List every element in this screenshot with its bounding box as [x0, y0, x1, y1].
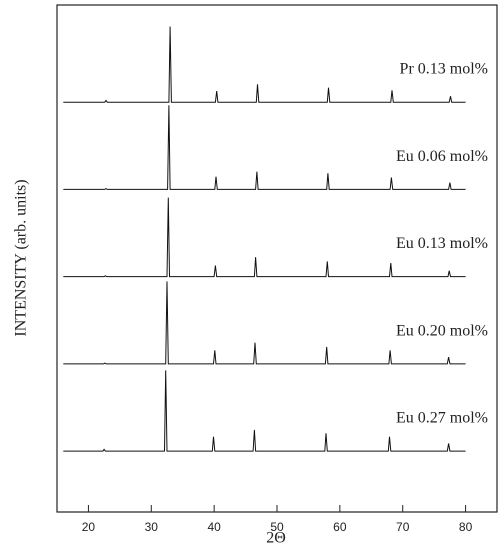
- trace-label: Pr 0.13 mol%: [400, 61, 488, 78]
- trace-label: Eu 0.27 mol%: [396, 410, 488, 427]
- x-axis-label: 2Θ: [266, 530, 286, 547]
- xrd-trace: [63, 105, 466, 190]
- x-tick-label: 60: [333, 520, 347, 534]
- x-tick-label: 20: [82, 520, 96, 534]
- trace-label: Eu 0.06 mol%: [396, 148, 488, 165]
- xrd-trace: [63, 26, 466, 103]
- y-axis-label: INTENSITY (arb. units): [13, 179, 30, 336]
- trace-label: Eu 0.20 mol%: [396, 322, 488, 339]
- x-tick-label: 70: [396, 520, 410, 534]
- xrd-trace: [63, 281, 466, 365]
- x-tick-label: 40: [207, 520, 221, 534]
- xrd-trace: [63, 370, 466, 452]
- x-tick-label: 30: [145, 520, 159, 534]
- trace-label: Eu 0.13 mol%: [396, 235, 488, 252]
- xrd-trace: [63, 197, 466, 278]
- plot-frame: [56, 4, 498, 513]
- x-tick-label: 50: [270, 520, 284, 534]
- x-tick-label: 80: [459, 520, 473, 534]
